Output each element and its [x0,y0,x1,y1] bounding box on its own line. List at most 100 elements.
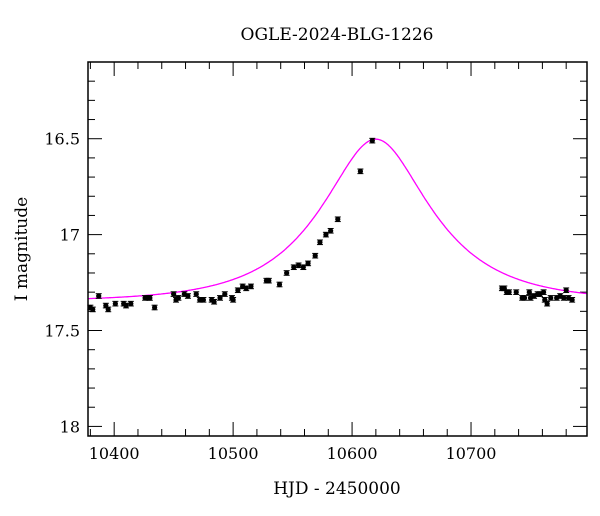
data-point [322,231,329,238]
data-point [290,264,297,271]
data-point [217,295,224,301]
data-marker [291,264,297,270]
data-marker [211,299,217,305]
data-marker [521,295,528,301]
data-marker [105,306,111,313]
chart-title: OGLE-2024-BLG-1226 [241,25,434,45]
data-marker [248,283,254,289]
y-axis-label: I magnitude [12,197,32,301]
data-point [123,302,130,309]
data-marker [323,232,329,238]
data-point [369,137,376,144]
data-marker [112,301,118,307]
data-point [501,285,508,292]
data-point [312,252,319,259]
data-point [95,293,102,299]
data-point [193,291,200,297]
data-point [526,289,533,295]
data-marker [175,295,182,301]
data-marker [222,291,228,297]
axis-ticks: 10400 10500 10600 10700 16.5 17 17.5 18 [44,62,587,463]
data-marker [266,278,272,284]
data-point [513,289,520,295]
data-marker [197,297,203,303]
data-point [357,168,364,175]
data-marker [526,289,532,295]
y-tick-label: 16.5 [44,130,80,149]
data-point [146,295,153,301]
data-point [521,295,528,301]
data-marker [563,287,569,293]
data-marker [276,281,283,288]
data-point [127,300,134,307]
data-point [211,298,218,305]
data-point [305,260,312,267]
data-point [540,289,547,295]
data-marker [147,295,153,301]
y-tick-label: 17.5 [44,322,80,341]
data-point [316,239,323,246]
data-point [506,289,513,295]
x-tick-label: 10500 [208,444,259,463]
data-point [283,270,290,276]
data-marker [295,262,302,268]
data-point [234,287,241,294]
data-point [569,297,576,303]
x-tick-label: 10400 [89,444,140,463]
data-marker [217,295,223,301]
model-curve-group [88,138,588,300]
y-tick-label: 17 [60,226,80,245]
data-marker [561,295,567,301]
plot-frame [87,61,588,437]
data-point [544,300,551,307]
model-curve [88,138,588,300]
data-marker [90,306,96,313]
data-point [547,295,554,301]
data-marker [540,289,547,295]
data-point [184,293,191,299]
data-point [334,216,341,223]
data-marker [513,289,519,295]
data-marker [152,304,158,311]
data-marker [200,297,206,303]
data-marker [128,301,134,307]
data-marker [96,293,102,299]
data-marker [171,291,177,297]
data-marker [506,289,512,295]
data-marker [328,228,334,234]
data-marker [312,253,318,259]
data-point [105,306,112,313]
data-marker [305,260,311,266]
data-marker [230,297,236,303]
data-marker [317,239,323,245]
y-tick-label: 18 [60,417,80,436]
data-point [327,227,334,234]
data-point [112,300,119,307]
data-point [170,291,177,297]
data-marker [300,264,306,270]
data-marker [335,216,341,222]
data-marker [123,302,129,309]
x-tick-label: 10700 [446,444,497,463]
data-marker [193,291,199,297]
data-marker [243,285,249,291]
x-axis-label: HJD - 2450000 [273,479,401,499]
data-point [563,287,570,294]
data-marker [569,297,575,303]
data-point [151,304,158,311]
data-point [243,285,250,292]
data-marker [369,138,375,144]
data-marker [185,293,191,299]
data-point [300,264,307,271]
x-tick-label: 10600 [327,444,378,463]
data-marker [544,301,550,307]
data-point [175,295,182,301]
data-point [230,297,237,303]
data-point [295,262,302,269]
data-point [200,297,207,303]
data-points [87,137,576,313]
data-point [265,277,272,284]
data-marker [548,295,554,301]
data-marker [357,168,363,174]
